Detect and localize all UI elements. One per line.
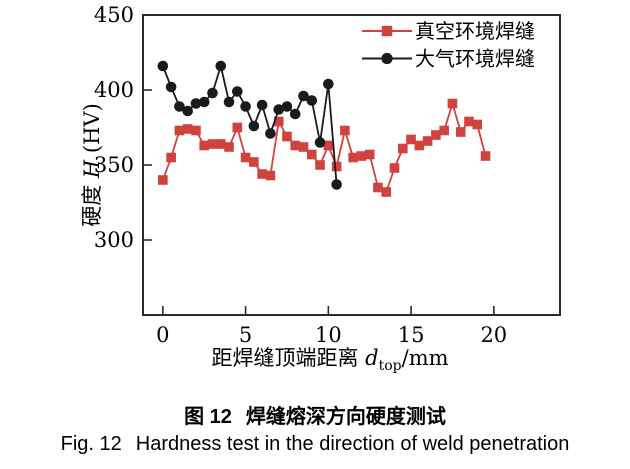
data-point-marker xyxy=(257,169,267,179)
legend-label: 真空环境焊缝 xyxy=(415,19,535,43)
data-point-marker xyxy=(215,60,227,72)
data-point-marker xyxy=(265,170,276,181)
legend-item-atmosphere-weld: 大气环境焊缝 xyxy=(362,47,535,71)
data-point-marker xyxy=(455,127,466,137)
data-point-marker xyxy=(273,104,284,115)
data-point-marker xyxy=(348,152,358,163)
data-point-marker xyxy=(199,140,210,151)
legend-item-vacuum-weld: 真空环境焊缝 xyxy=(362,19,535,43)
data-point-marker xyxy=(464,116,474,127)
data-point-marker xyxy=(323,78,334,90)
data-point-marker xyxy=(480,151,491,161)
series-atmosphere-weld xyxy=(157,60,342,190)
data-point-marker xyxy=(224,142,234,152)
data-point-marker xyxy=(331,179,342,190)
data-point-marker xyxy=(406,134,416,145)
series-vacuum-weld xyxy=(158,98,491,197)
data-point-marker xyxy=(381,187,392,197)
data-point-marker xyxy=(240,152,251,163)
data-point-marker xyxy=(281,101,293,112)
data-point-marker xyxy=(306,95,318,106)
data-point-marker xyxy=(472,119,483,130)
y-tick-label: 450 xyxy=(94,3,134,27)
y-tick-label: 350 xyxy=(94,153,134,177)
data-point-marker xyxy=(315,160,325,170)
data-point-marker xyxy=(174,101,185,112)
data-point-marker xyxy=(331,161,342,172)
data-point-marker xyxy=(447,98,458,109)
data-point-marker xyxy=(165,81,177,93)
x-tick-label: 20 xyxy=(480,323,507,347)
data-point-marker xyxy=(174,125,185,136)
caption-english: Fig. 12 Hardness test in the direction of… xyxy=(0,433,630,456)
data-point-marker xyxy=(397,143,408,154)
data-point-marker xyxy=(232,122,243,133)
data-point-marker xyxy=(340,125,350,136)
caption-chinese-label: 图 12 xyxy=(184,406,232,428)
caption-english-text: Hardness test in the direction of weld p… xyxy=(135,433,570,455)
x-tick-label: 5 xyxy=(239,323,252,347)
y-axis-label: 硬度 H (HV) xyxy=(80,103,104,227)
caption-chinese-text: 焊缝熔深方向硬度测试 xyxy=(245,406,446,428)
y-tick-label: 300 xyxy=(94,228,134,252)
x-tick-label: 15 xyxy=(398,323,425,347)
data-point-marker xyxy=(422,136,433,146)
data-point-marker xyxy=(364,149,375,160)
data-point-marker xyxy=(306,149,317,160)
data-point-marker xyxy=(182,105,193,117)
data-point-marker xyxy=(414,140,425,151)
y-tick-label: 400 xyxy=(94,78,134,102)
data-point-marker xyxy=(207,87,218,99)
legend-square-marker xyxy=(381,25,393,37)
data-point-marker xyxy=(431,130,441,140)
data-point-marker xyxy=(323,140,334,151)
legend-circle-marker xyxy=(381,52,393,65)
data-point-marker xyxy=(298,90,309,102)
data-point-marker xyxy=(298,142,309,152)
data-point-marker xyxy=(249,157,259,167)
x-axis-label: 距焊缝顶端距离 dtop/mm xyxy=(211,346,448,374)
data-point-marker xyxy=(389,163,400,173)
data-point-marker xyxy=(198,96,210,108)
data-point-marker xyxy=(232,86,243,97)
data-point-marker xyxy=(182,124,193,134)
data-point-marker xyxy=(314,137,326,148)
data-point-marker xyxy=(356,151,367,161)
data-point-marker xyxy=(290,140,301,151)
data-point-marker xyxy=(256,99,268,111)
caption-chinese: 图 12 焊缝熔深方向硬度测试 xyxy=(0,400,630,429)
data-point-marker xyxy=(240,101,251,112)
data-point-marker xyxy=(207,139,218,149)
plot-frame xyxy=(142,14,561,316)
data-point-marker xyxy=(190,98,202,109)
data-point-marker xyxy=(373,182,383,193)
caption-english-label: Fig. 12 xyxy=(60,433,122,455)
data-point-marker xyxy=(215,139,226,149)
data-point-marker xyxy=(166,152,176,163)
legend-label: 大气环境焊缝 xyxy=(415,47,535,71)
data-point-marker xyxy=(223,96,235,108)
data-point-marker xyxy=(248,120,260,132)
y-axis: 300 350 400 450 xyxy=(94,3,152,252)
data-point-marker xyxy=(273,116,284,127)
x-tick-label: 0 xyxy=(156,323,169,347)
x-tick-label: 10 xyxy=(315,323,342,347)
data-point-marker xyxy=(289,108,301,120)
data-point-marker xyxy=(265,128,276,139)
data-point-marker xyxy=(157,60,169,72)
x-axis: 0 5 10 15 20 xyxy=(156,306,507,347)
data-point-marker xyxy=(191,125,201,136)
data-point-marker xyxy=(282,131,292,142)
data-point-marker xyxy=(439,125,449,136)
data-point-marker xyxy=(158,175,168,185)
